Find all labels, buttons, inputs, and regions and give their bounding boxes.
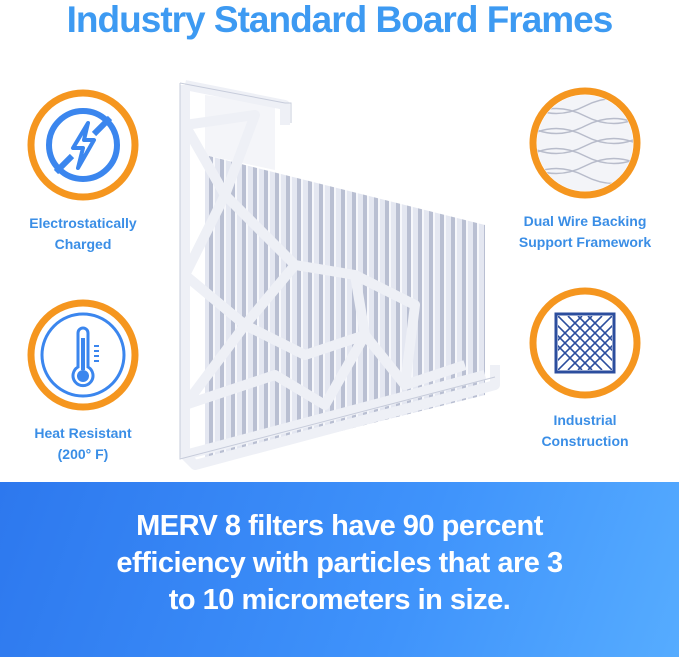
info-banner: MERV 8 filters have 90 percent efficienc… (0, 482, 679, 657)
feature-line: Dual Wire Backing (523, 213, 647, 229)
banner-line: to 10 micrometers in size. (168, 584, 511, 616)
banner-line: efficiency with particles that are 3 (116, 547, 563, 579)
air-filter-illustration (179, 80, 500, 470)
banner-line: MERV 8 filters have 90 percent (136, 510, 543, 542)
page-title: Industry Standard Board Frames (66, 0, 614, 40)
feature-line: Charged (54, 236, 112, 252)
thermometer-icon (27, 299, 139, 411)
no-static-lightning-icon (27, 89, 139, 201)
grid-frame-icon (529, 287, 641, 399)
feature-line: Support Framework (518, 234, 652, 250)
feature-line: Electrostatically (29, 215, 137, 231)
feature-line: Construction (541, 433, 629, 449)
banner-text: MERV 8 filters have 90 percent efficienc… (40, 508, 639, 619)
feature-label-heat: Heat Resistant (200° F) (0, 423, 168, 465)
feature-label-wire: Dual Wire Backing Support Framework (500, 211, 670, 253)
feature-line: Industrial (553, 412, 617, 428)
feature-label-electrostatic: Electrostatically Charged (0, 213, 168, 255)
feature-label-construction: Industrial Construction (500, 410, 670, 452)
feature-line: (200° F) (57, 446, 109, 462)
wire-mesh-icon (529, 87, 641, 199)
feature-line: Heat Resistant (34, 425, 132, 441)
